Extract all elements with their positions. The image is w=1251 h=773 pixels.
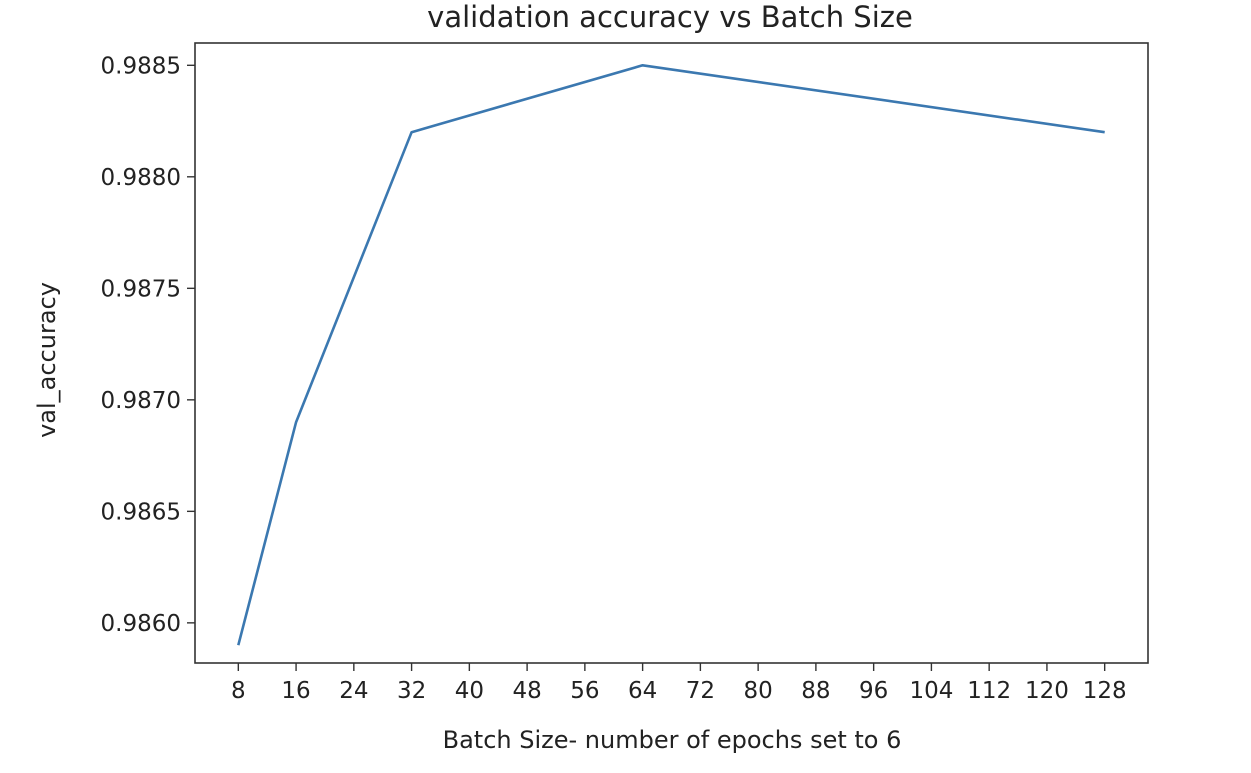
x-tick-label: 24 xyxy=(339,678,368,704)
y-tick-label: 0.9880 xyxy=(101,165,181,191)
x-axis-label: Batch Size- number of epochs set to 6 xyxy=(443,726,902,754)
x-tick-label: 96 xyxy=(859,678,888,704)
y-tick-label: 0.9870 xyxy=(101,388,181,414)
x-tick-label: 128 xyxy=(1083,678,1127,704)
x-tick-label: 16 xyxy=(281,678,310,704)
series-layer xyxy=(237,64,1105,646)
x-axis-ticks: 8 16 24 32 40 48 56 64 72 80 88 96 104 112 120 128 xyxy=(231,663,1127,704)
y-tick-label: 0.9885 xyxy=(101,53,181,79)
x-tick-label: 72 xyxy=(686,678,715,704)
x-tick-label: 48 xyxy=(512,678,541,704)
x-tick-label: 64 xyxy=(628,678,657,704)
x-tick-label: 40 xyxy=(455,678,484,704)
x-tick-label: 32 xyxy=(397,678,426,704)
x-tick-label: 104 xyxy=(909,678,953,704)
x-tick-label: 8 xyxy=(231,678,246,704)
y-axis-ticks: 0.9860 0.9865 0.9870 0.9875 0.9880 0.9885 xyxy=(101,53,195,637)
x-tick-label: 120 xyxy=(1025,678,1069,704)
x-tick-label: 56 xyxy=(570,678,599,704)
plot-area-frame xyxy=(194,42,1149,664)
y-tick-label: 0.9865 xyxy=(101,499,181,525)
x-tick-label: 88 xyxy=(801,678,830,704)
x-tick-label: 80 xyxy=(743,678,772,704)
y-axis-label: val_accuracy xyxy=(33,282,61,438)
y-tick-label: 0.9860 xyxy=(101,611,181,637)
series-line xyxy=(237,64,1105,646)
x-tick-label: 112 xyxy=(967,678,1011,704)
y-tick-label: 0.9875 xyxy=(101,276,181,302)
chart-title: validation accuracy vs Batch Size xyxy=(427,0,913,34)
